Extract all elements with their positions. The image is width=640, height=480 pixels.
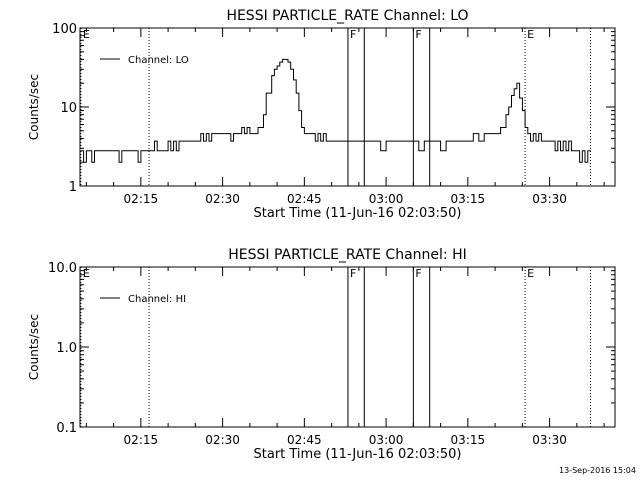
time-marker-label: E [83,267,90,280]
x-tick-label: 03:30 [532,192,567,206]
x-tick-label: 02:45 [287,433,322,447]
x-tick-label: 02:15 [124,433,159,447]
x-axis-label: Start Time (11-Jun-16 02:03:50) [254,206,462,221]
x-tick-label: 02:30 [205,433,240,447]
legend-label: Channel: LO [128,55,189,66]
x-tick-label: 03:00 [369,192,404,206]
chart-panel-2: HESSI PARTICLE_RATE Channel: HI Counts/se… [27,247,616,462]
chart-panel-1: HESSI PARTICLE_RATE Channel: LO Counts/se… [27,8,616,221]
x-tick-label: 03:30 [532,433,567,447]
y-tick-label: 10.0 [48,261,77,276]
x-tick-label: 03:15 [451,433,486,447]
x-tick-label: 02:30 [205,192,240,206]
legend-label: Channel: HI [128,294,186,305]
y-axis-label: Counts/sec [27,314,41,380]
y-tick-label: 100 [52,22,77,37]
time-marker-label: F [415,267,421,280]
y-tick-label: 1 [69,180,77,195]
time-marker-label: F [415,28,421,41]
x-tick-label: 03:15 [451,192,486,206]
chart-title: HESSI PARTICLE_RATE Channel: HI [228,247,466,263]
chart-title: HESSI PARTICLE_RATE Channel: LO [226,8,468,24]
x-tick-label: 03:00 [369,433,404,447]
time-marker-label: F [350,28,356,41]
y-tick-label: 10 [60,101,77,116]
y-tick-label: 1.0 [56,341,77,356]
footer-timestamp: 13-Sep-2016 15:04 [559,466,636,475]
x-axis-label: Start Time (11-Jun-16 02:03:50) [254,447,462,462]
time-marker-label: E [527,28,534,41]
x-tick-label: 02:15 [124,192,159,206]
time-marker-label: E [527,267,534,280]
x-tick-label: 02:45 [287,192,322,206]
y-axis-label: Counts/sec [27,74,41,140]
time-marker-label: E [83,28,90,41]
y-tick-label: 0.1 [56,421,77,436]
time-marker-label: F [350,267,356,280]
series-line [80,58,591,163]
